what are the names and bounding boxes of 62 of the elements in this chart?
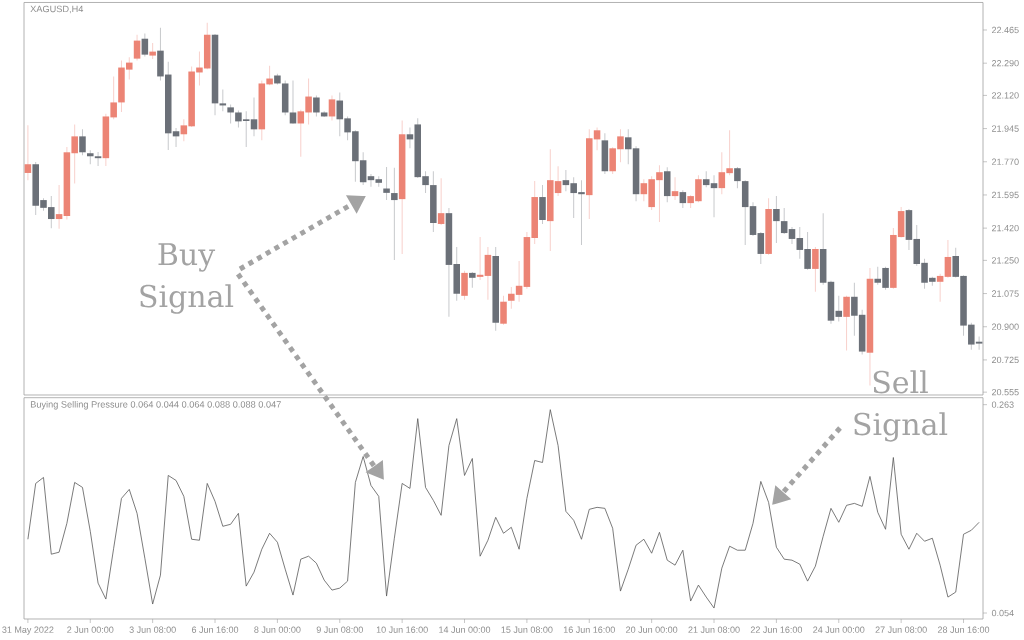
candlestick	[289, 79, 297, 125]
candlestick	[780, 207, 788, 235]
y-tick-label: 22.120	[992, 92, 1019, 99]
candlestick	[812, 246, 819, 293]
annotation: Sell Signal	[854, 370, 948, 442]
candlestick	[773, 195, 780, 244]
candlestick	[328, 94, 336, 121]
x-tick-label: 6 Jun 16:00	[191, 626, 239, 633]
y-tick-label: 21.420	[992, 224, 1019, 232]
candlestick	[484, 246, 492, 301]
candlestick	[757, 231, 765, 265]
x-tick-label: 21 Jun 08:00	[688, 626, 740, 633]
candlestick	[437, 177, 445, 226]
x-tick-label: 27 Jun 08:00	[875, 626, 927, 633]
annotation: Buy Signal	[140, 243, 234, 314]
candlestick	[944, 239, 952, 279]
x-tick-label: 31 May 2022	[2, 626, 54, 635]
chart-title: XAGUSD,H4	[30, 5, 84, 14]
x-tick-label: 16 Jun 16:00	[563, 626, 615, 633]
y-tick-label: 21.250	[992, 257, 1019, 264]
x-tick-label: 15 Jun 08:00	[501, 626, 553, 633]
y-tick-label: 22.290	[992, 59, 1019, 67]
candlestick	[383, 166, 390, 201]
x-tick-label: 28 Jun 16:00	[937, 626, 990, 633]
chart-title: Buying Selling Pressure 0.064 0.044 0.064 0.088 0.088 0.047	[30, 400, 281, 410]
y-tick-label: 20.555	[992, 388, 1019, 396]
candlestick	[539, 184, 546, 225]
y-tick-label: 21.075	[992, 290, 1019, 297]
y-tick-label: 0.054	[991, 609, 1014, 617]
x-tick-label: 3 Jun 08:00	[129, 626, 176, 633]
y-tick-label: 20.725	[992, 356, 1019, 364]
y-tick-label: 0.263	[991, 401, 1014, 408]
y-tick-label: 22.465	[992, 26, 1019, 34]
candlestick	[55, 184, 63, 230]
x-tick-label: 14 Jun 00:00	[439, 626, 491, 633]
line-series	[27, 409, 980, 609]
candlestick	[24, 124, 32, 181]
candlestick	[133, 34, 141, 62]
x-tick-label: 20 Jun 00:00	[626, 626, 678, 633]
candlestick	[500, 295, 507, 326]
candlestick	[391, 167, 398, 261]
candlestick	[313, 94, 320, 117]
y-tick-label: 21.595	[992, 191, 1019, 199]
candlestick	[141, 33, 149, 58]
candlestick	[250, 96, 258, 137]
candlestick	[227, 104, 234, 124]
y-tick-label: 20.900	[992, 323, 1019, 330]
candlestick	[936, 273, 944, 303]
y-tick-label: 21.770	[992, 158, 1019, 165]
x-tick-label: 24 Jun 00:00	[813, 626, 865, 633]
candlestick	[843, 295, 850, 351]
y-tick-label: 21.945	[992, 125, 1019, 132]
candlestick	[94, 151, 102, 167]
x-tick-label: 2 Jun 00:00	[67, 626, 114, 633]
x-tick-label: 10 Jun 16:00	[376, 626, 428, 633]
x-tick-label: 9 Jun 08:00	[316, 626, 363, 633]
candlestick	[79, 128, 86, 156]
candlestick	[461, 270, 468, 301]
candlestick	[671, 176, 679, 201]
candlestick	[734, 166, 741, 189]
x-tick-label: 8 Jun 00:00	[254, 626, 301, 633]
x-tick-label: 22 Jun 16:00	[750, 626, 803, 633]
